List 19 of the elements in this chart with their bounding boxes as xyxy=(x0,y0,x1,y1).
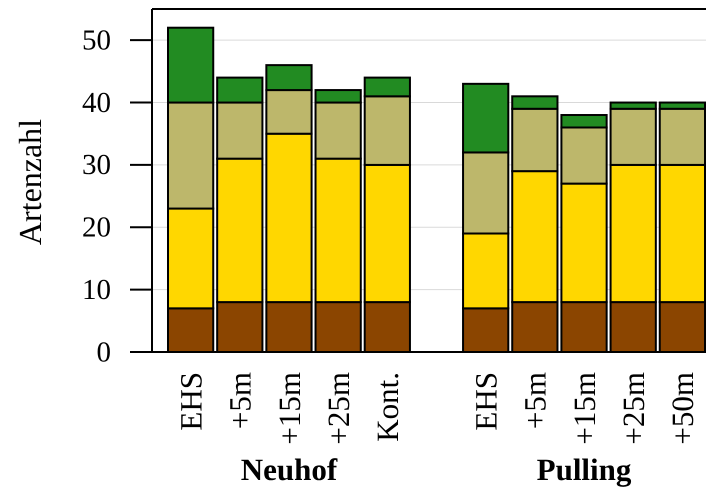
y-tick-label: 40 xyxy=(82,86,111,119)
y-tick-label: 50 xyxy=(82,24,111,56)
x-tick-label: Kont. xyxy=(370,372,406,442)
x-tick-label: EHS xyxy=(173,372,208,431)
y-tick-label: 30 xyxy=(82,149,111,182)
x-tick-label: +5m xyxy=(222,372,258,430)
x-tick-label: +5m xyxy=(518,372,553,430)
y-tick-label: 20 xyxy=(82,212,111,244)
x-tick-label: +25m xyxy=(616,372,652,445)
y-tick-label: 10 xyxy=(82,274,111,306)
y-axis-title: Artenzahl xyxy=(12,118,48,246)
y-tick-label: 0 xyxy=(96,336,111,368)
text: Pulling xyxy=(536,452,632,487)
x-tick-label: +15m xyxy=(272,372,307,445)
x-tick-label: +50m xyxy=(665,372,700,445)
text: Neuhof xyxy=(240,452,338,487)
x-tick-label: +25m xyxy=(321,372,356,445)
x-tick-label: EHS xyxy=(468,372,504,431)
x-tick-label: +15m xyxy=(566,372,602,445)
